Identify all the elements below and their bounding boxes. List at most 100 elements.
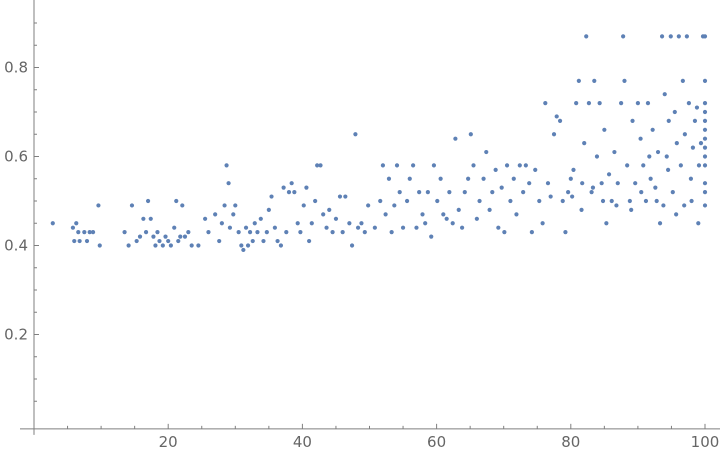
data-point [84,238,90,244]
data-point [680,78,685,83]
data-point [487,207,492,212]
data-point [392,203,397,208]
data-point [76,230,81,235]
data-point [366,203,371,208]
data-point [327,207,332,212]
data-point [219,221,224,226]
data-point [462,190,467,195]
data-point [423,221,428,226]
data-point [694,105,700,110]
data-point [438,176,443,181]
data-point [166,238,171,244]
y-tick-label: 0.8 [4,59,28,77]
data-point [523,163,528,168]
data-point [141,216,146,221]
data-point [702,127,708,132]
data-point [508,198,513,204]
data-point [702,118,708,123]
data-point [670,190,675,195]
data-point [619,101,624,106]
data-point [576,78,581,83]
data-point [355,225,361,230]
data-point [295,221,300,226]
data-point [414,225,419,230]
data-point [678,163,683,168]
data-point [241,247,246,253]
data-point [151,234,156,239]
data-point [318,163,323,168]
data-point [126,243,131,248]
data-point [527,181,532,186]
x-tick-label: 20 [159,433,178,451]
data-point [653,185,658,190]
data-point [689,198,694,204]
x-tick-label: 40 [293,433,312,451]
data-point [571,167,576,172]
x-tick-label: 80 [561,433,580,451]
data-point [313,198,318,204]
data-point [590,185,596,190]
data-point [493,167,498,172]
data-point [217,238,222,244]
data-point [533,167,538,172]
data-point [304,185,309,190]
data-point [574,101,579,106]
data-point [206,230,211,235]
data-point [196,243,201,248]
data-point [315,163,320,168]
data-point [343,194,348,199]
data-point [397,190,402,195]
data-point [189,243,194,248]
data-point [383,212,388,217]
data-point [647,154,652,159]
data-point [614,203,619,208]
data-point [466,176,471,181]
data-point [324,225,329,230]
data-point [372,225,377,230]
data-point [688,176,694,181]
data-point [540,221,545,226]
data-point [429,234,434,239]
data-point [143,230,149,235]
data-point [481,176,486,181]
data-point [247,230,253,235]
data-point [134,238,139,244]
data-point [702,136,708,141]
data-point [425,190,430,195]
data-point [394,163,400,168]
data-point [435,198,440,204]
data-point [321,212,326,217]
data-point [74,221,79,226]
data-point [612,149,617,155]
data-point [625,163,630,168]
data-point [514,212,519,217]
data-point [180,203,185,208]
data-point [502,230,507,235]
data-point [275,238,280,244]
data-point [643,198,649,204]
data-point [337,194,343,199]
data-point [278,243,284,248]
data-point [504,163,510,168]
data-point [511,176,516,181]
data-point [698,141,704,146]
data-point [309,221,314,226]
data-point [178,234,183,239]
data-point [145,198,151,204]
data-point [386,176,392,181]
data-points [50,34,708,253]
data-point [307,238,312,244]
data-point [594,154,600,159]
data-point [543,101,548,106]
data-point [560,198,565,204]
data-point [655,149,661,155]
data-point [566,190,571,195]
data-point [347,221,352,226]
data-point [682,132,687,137]
data-point [453,136,458,141]
data-point [456,207,461,212]
data-point [659,34,665,39]
data-point [648,176,653,181]
data-point [174,198,179,204]
data-point [682,203,687,208]
